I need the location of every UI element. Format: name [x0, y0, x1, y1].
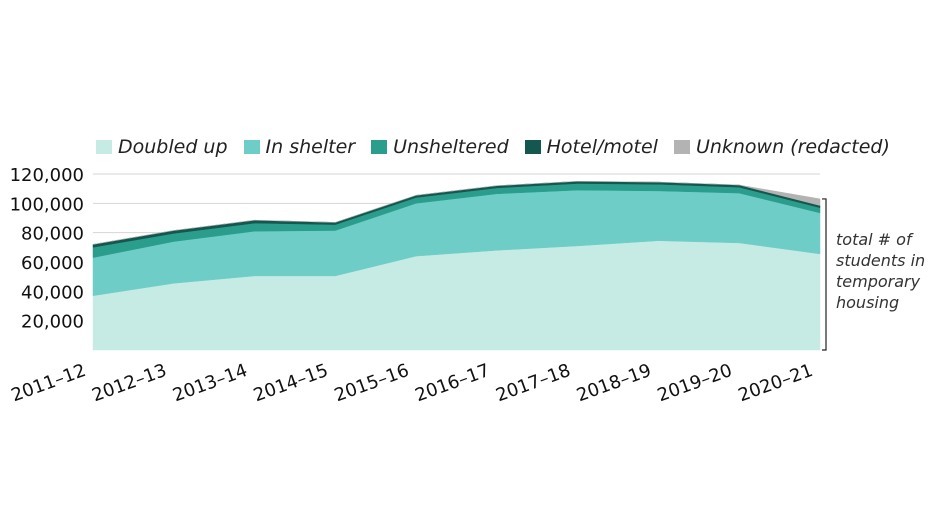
legend: Doubled up In shelter Unsheltered Hotel/mot…	[96, 136, 906, 158]
y-tick-label: 20,000	[21, 312, 84, 333]
legend-label: Doubled up	[118, 136, 228, 158]
legend-item-doubled-up: Doubled up	[96, 136, 228, 158]
legend-item-hotel-motel: Hotel/motel	[524, 136, 658, 158]
legend-swatch	[371, 140, 388, 154]
x-tick-label: 2017–18	[493, 360, 573, 406]
y-tick-label: 120,000	[10, 165, 84, 186]
legend-label: In shelter	[265, 136, 356, 158]
legend-item-unsheltered: Unsheltered	[371, 136, 509, 158]
y-axis-ticks: 20,000 40,000 60,000 80,000 100,000 120,000	[10, 165, 84, 333]
y-tick-label: 80,000	[21, 224, 84, 245]
legend-item-unknown-redacted: Unknown (redacted)	[673, 136, 890, 158]
area-unknown-redacted	[92, 181, 821, 245]
x-tick-label: 2011–12	[8, 360, 88, 406]
x-tick-label: 2016–17	[412, 360, 492, 406]
x-axis-ticks: 2011–12 2012–13 2013–14 2014–15 2015–16 2016–…	[8, 360, 815, 406]
x-tick-label: 2014–15	[251, 360, 331, 406]
legend-swatch	[243, 140, 260, 154]
x-tick-label: 2013–14	[170, 360, 250, 406]
x-tick-label: 2019–20	[655, 360, 735, 406]
legend-swatch	[524, 140, 541, 154]
legend-swatch	[96, 140, 112, 154]
legend-swatch	[673, 140, 690, 154]
x-tick-label: 2012–13	[89, 360, 169, 406]
x-tick-label: 2015–16	[332, 360, 412, 406]
y-tick-label: 60,000	[21, 253, 84, 274]
stacked-areas	[92, 181, 821, 351]
legend-label: Unknown (redacted)	[695, 136, 890, 158]
legend-item-in-shelter: In shelter	[243, 136, 356, 158]
y-tick-label: 100,000	[10, 194, 84, 215]
bracket-line	[822, 198, 827, 351]
total-bracket	[822, 198, 827, 351]
legend-label: Unsheltered	[393, 136, 509, 158]
y-tick-label: 40,000	[21, 282, 84, 303]
legend-label: Hotel/motel	[546, 136, 658, 158]
annotation-text: total # of students in temporary housing	[836, 230, 926, 312]
total-annotation: total # of students in temporary housing	[836, 229, 932, 313]
x-tick-label: 2018–19	[574, 360, 654, 406]
x-tick-label: 2020–21	[735, 360, 815, 406]
